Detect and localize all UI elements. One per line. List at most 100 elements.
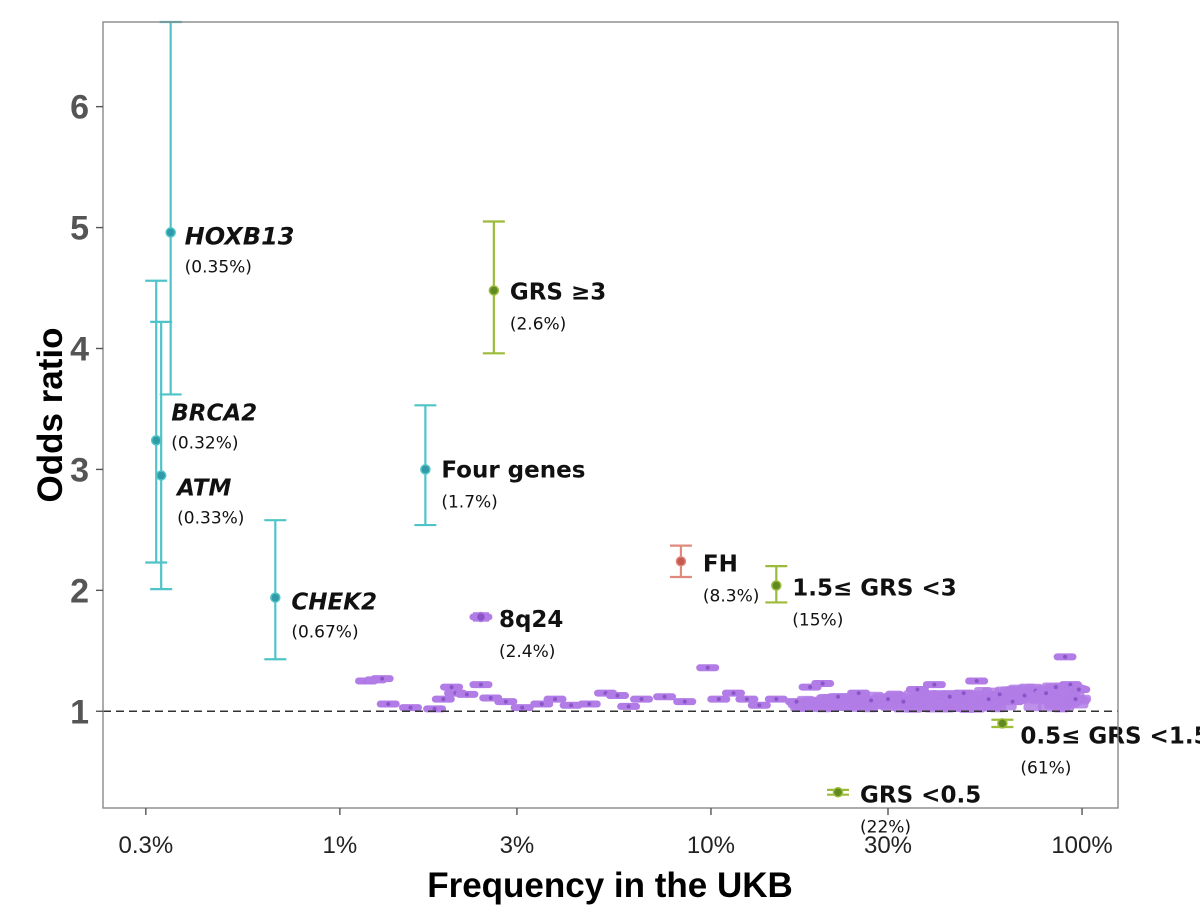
point-frequency-label: (61%) — [1020, 758, 1071, 778]
snp-point — [569, 703, 574, 708]
point-label: ATM — [175, 475, 231, 501]
snp-point — [986, 697, 991, 702]
snp-point — [794, 699, 799, 704]
point-label: 1.5≤ GRS <3 — [792, 576, 956, 602]
snp-point — [682, 699, 687, 704]
y-tick-label: 4 — [70, 330, 89, 368]
snp-point — [441, 697, 446, 702]
snp-point — [1022, 693, 1027, 698]
snp-point — [808, 685, 813, 690]
snp-point — [662, 694, 667, 699]
snp-point — [1063, 654, 1068, 659]
point-frequency-label: (15%) — [792, 611, 843, 631]
snp-point — [449, 685, 454, 690]
snp-point — [1044, 691, 1049, 696]
data-point — [675, 556, 687, 567]
snp-point — [1053, 685, 1058, 690]
snp-point — [820, 681, 825, 686]
snp-point — [774, 697, 779, 702]
data-point — [420, 464, 431, 475]
point-frequency-label: (2.4%) — [499, 642, 555, 662]
snp-point — [836, 694, 841, 699]
plot-frame — [102, 21, 1119, 809]
data-point — [771, 580, 782, 591]
point-label: GRS ≥3 — [510, 279, 606, 305]
snp-point — [1010, 699, 1015, 704]
snp-point — [503, 699, 508, 704]
snp-point — [488, 695, 493, 700]
data-point — [997, 718, 1008, 729]
snp-point — [915, 687, 920, 692]
point-label: BRCA2 — [171, 400, 257, 426]
snp-point — [478, 682, 483, 687]
annotated-points: HOXB13 (0.35%) BRCA2 (0.32%) ATM (0.33%) CHEK2… — [145, 20, 1200, 837]
x-tick-label: 1% — [323, 832, 358, 859]
point-frequency-label: (0.67%) — [291, 623, 358, 643]
point-label: 0.5≤ GRS <1.5 — [1020, 723, 1200, 749]
y-tick-label: 1 — [70, 693, 89, 731]
point-label: Four genes — [441, 457, 585, 483]
y-tick-label: 3 — [70, 451, 89, 489]
y-tick-label: 2 — [70, 572, 89, 610]
snp-point — [932, 682, 937, 687]
snp-point — [716, 697, 721, 702]
x-axis-title: Frequency in the UKB — [427, 866, 793, 905]
snp-point — [705, 665, 710, 670]
data-point — [150, 435, 162, 446]
snp-point — [869, 698, 874, 703]
point-frequency-label: (0.33%) — [177, 508, 244, 528]
snp-point — [432, 706, 437, 711]
data-point — [832, 787, 844, 798]
snp-point — [386, 702, 391, 707]
snp-point — [974, 679, 979, 684]
y-axis-ticks: 1 2 3 4 5 6 — [70, 89, 103, 731]
point-label: FH — [703, 551, 738, 577]
snp-point — [464, 692, 469, 697]
snp-point — [539, 702, 544, 707]
point-frequency-label: (8.3%) — [703, 586, 759, 606]
data-point — [270, 592, 281, 603]
x-tick-label: 30% — [864, 832, 912, 859]
point-label: HOXB13 — [185, 222, 295, 250]
snp-point — [639, 697, 644, 702]
snp-point — [553, 697, 558, 702]
point-frequency-label: (22%) — [860, 817, 911, 837]
y-tick-label: 6 — [70, 89, 89, 127]
snp-point — [757, 703, 762, 708]
snp-point — [731, 691, 736, 696]
snp-band-point — [1023, 703, 1042, 712]
snp-point — [1076, 687, 1081, 692]
y-axis-title: Odds ratio — [31, 327, 70, 502]
point-label: 8q24 — [499, 607, 563, 633]
snp-point — [947, 694, 952, 699]
snp-points — [355, 653, 1091, 713]
snp-point — [1073, 697, 1078, 702]
point-frequency-label: (0.32%) — [171, 433, 238, 453]
snp-point — [901, 699, 906, 704]
data-point — [155, 470, 167, 481]
point-label: CHEK2 — [291, 590, 377, 616]
snp-point — [408, 705, 413, 710]
snp-point — [997, 692, 1002, 697]
snp-point — [626, 704, 631, 709]
x-tick-label: 3% — [500, 832, 535, 859]
snp-point — [615, 693, 620, 698]
point-frequency-label: (1.7%) — [441, 492, 497, 512]
snp-point — [961, 691, 966, 696]
snp-point — [856, 691, 861, 696]
x-tick-label: 100% — [1051, 832, 1112, 859]
snp-point — [380, 676, 385, 681]
snp-point — [886, 697, 891, 702]
snp-point — [520, 705, 525, 710]
point-label: GRS <0.5 — [860, 782, 981, 808]
point-frequency-label: (0.35%) — [185, 257, 252, 277]
data-point — [488, 285, 500, 296]
point-frequency-label: (2.6%) — [510, 314, 566, 334]
data-point — [475, 611, 487, 623]
x-tick-label: 0.3% — [118, 832, 173, 859]
x-tick-label: 10% — [687, 832, 735, 859]
snp-point — [744, 697, 749, 702]
snp-point — [1068, 682, 1073, 687]
